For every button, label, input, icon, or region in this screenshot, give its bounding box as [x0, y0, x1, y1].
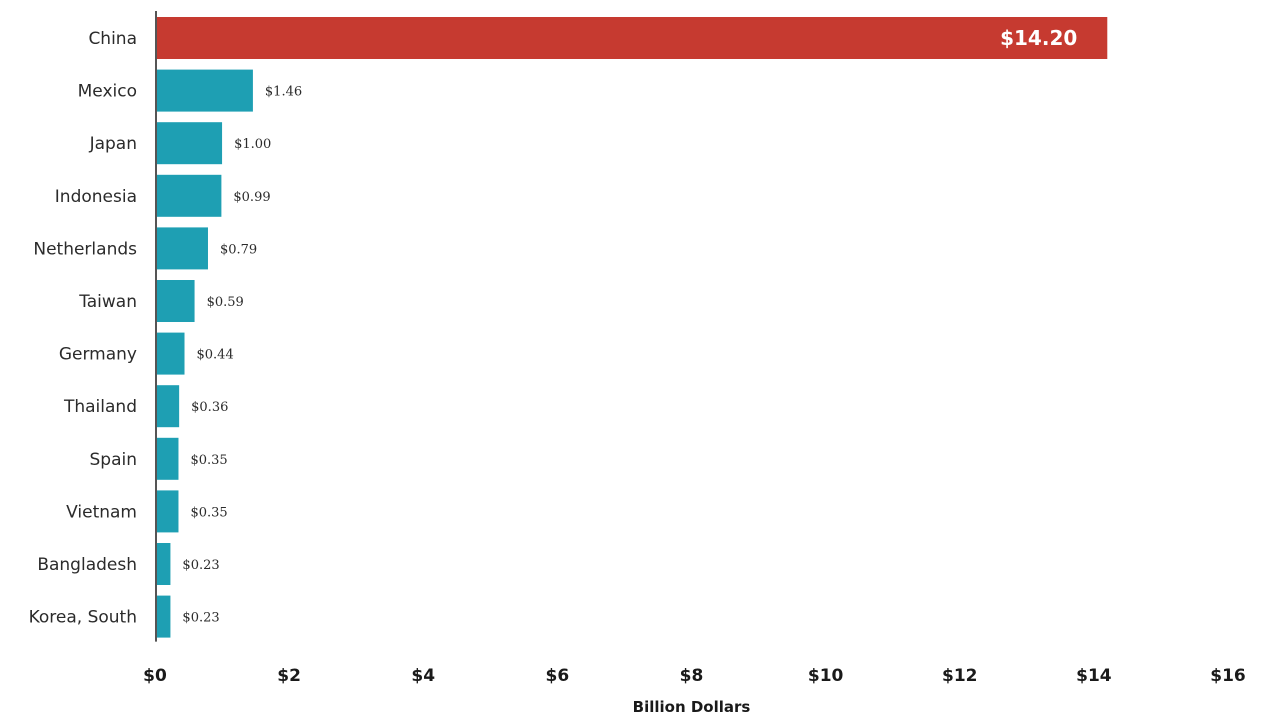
x-tick-labels-group: $0 $2 $4 $6 $8 $10 $12 $14 $16	[143, 666, 1246, 686]
bar-china	[157, 17, 1108, 59]
bar-vietnam	[157, 490, 179, 533]
bar-spain	[157, 437, 179, 480]
bar-japan	[157, 122, 223, 165]
data-label: $0.35	[190, 453, 227, 468]
data-label: $0.23	[182, 558, 219, 573]
bar-bangladesh	[157, 543, 171, 585]
category-label: Mexico	[78, 82, 137, 102]
bar-korea-south	[157, 595, 171, 638]
x-axis-title: Billion Dollars	[633, 698, 751, 716]
data-label: $14.20	[1000, 26, 1077, 50]
x-tick-label: $16	[1210, 666, 1246, 686]
data-label: $0.59	[207, 295, 244, 310]
data-label: $0.36	[191, 400, 228, 415]
data-label: $0.23	[182, 611, 219, 626]
category-label: Taiwan	[78, 292, 137, 312]
x-tick-label: $14	[1076, 666, 1112, 686]
x-tick-label: $8	[680, 666, 704, 686]
data-label: $0.99	[233, 190, 270, 205]
category-label: Korea, South	[29, 608, 137, 628]
category-label: Japan	[89, 134, 137, 154]
bar-netherlands	[157, 227, 208, 270]
category-label: Thailand	[63, 397, 137, 417]
category-label: Germany	[59, 345, 137, 365]
data-label: $1.46	[265, 85, 302, 100]
x-tick-label: $4	[411, 666, 435, 686]
category-label: China	[88, 29, 137, 49]
data-label: $0.44	[197, 348, 234, 363]
data-label: $1.00	[234, 137, 271, 152]
data-labels-group: $14.20 $1.46 $1.00 $0.99 $0.79 $0.59 $0.44 $0.3…	[182, 26, 1077, 626]
bar-mexico	[157, 69, 253, 112]
data-label: $0.79	[220, 242, 257, 257]
x-tick-label: $12	[942, 666, 978, 686]
category-label: Indonesia	[55, 187, 137, 207]
data-label: $0.35	[190, 505, 227, 520]
category-label: Spain	[90, 450, 138, 470]
category-labels-group: China Mexico Japan Indonesia Netherlands Taiw…	[29, 29, 138, 628]
bars-group	[157, 17, 1108, 638]
bar-indonesia	[157, 174, 222, 217]
bar-taiwan	[157, 280, 195, 322]
x-tick-label: $2	[277, 666, 301, 686]
x-tick-label: $6	[546, 666, 570, 686]
x-tick-label: $0	[143, 666, 167, 686]
bar-thailand	[157, 385, 180, 428]
category-label: Netherlands	[33, 239, 137, 259]
category-label: Vietnam	[66, 502, 137, 522]
category-label: Bangladesh	[37, 555, 137, 575]
x-tick-label: $10	[808, 666, 844, 686]
bar-germany	[157, 332, 185, 375]
